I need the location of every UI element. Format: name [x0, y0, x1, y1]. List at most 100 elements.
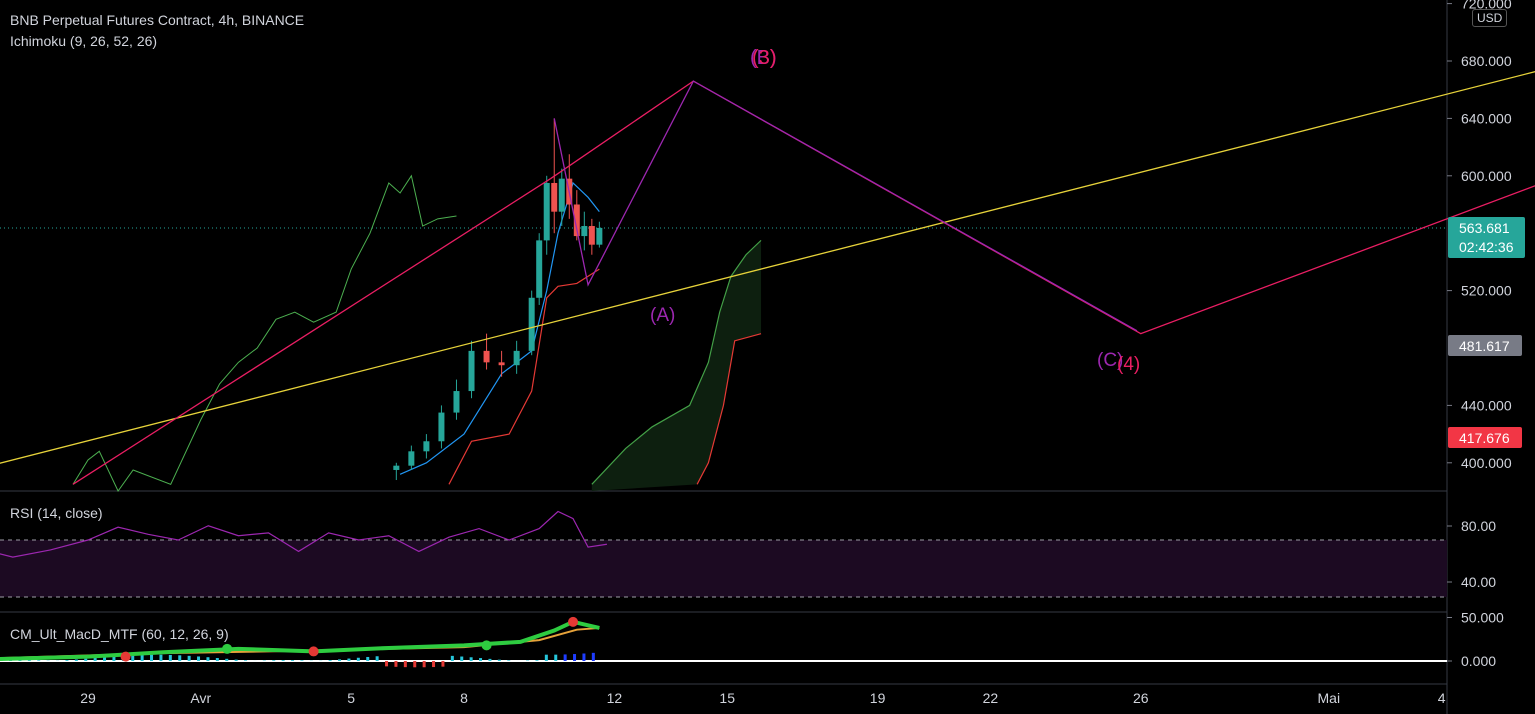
macd-histogram-bar: [460, 656, 464, 661]
candle-body: [513, 350, 520, 366]
macd-histogram-bar: [535, 660, 539, 661]
macd-histogram-bar: [347, 658, 351, 661]
rsi-tick-label: 40.00: [1461, 574, 1496, 590]
time-tick-label: 26: [1133, 690, 1149, 706]
time-tick-label: 4: [1438, 690, 1446, 706]
macd-histogram-bar: [65, 660, 69, 661]
time-tick-label: 29: [80, 690, 96, 706]
macd-histogram-bar: [112, 656, 116, 661]
candle: [393, 462, 400, 481]
macd-histogram-bar: [197, 656, 201, 661]
macd-histogram-bar: [375, 656, 379, 661]
macd-histogram-bar: [300, 660, 304, 661]
candle-body: [453, 391, 460, 413]
macd-histogram-bar: [403, 661, 407, 668]
macd-histogram-bar: [84, 658, 88, 661]
macd-legend[interactable]: CM_Ult_MacD_MTF (60, 12, 26, 9): [10, 626, 229, 642]
rsi-axis[interactable]: 80.00 40.00: [1447, 518, 1496, 590]
macd-histogram-bar: [281, 660, 285, 661]
candle: [543, 175, 550, 255]
candle-body: [558, 178, 565, 212]
macd-axis[interactable]: 50.000 0.000: [1447, 610, 1504, 670]
price-axis[interactable]: 720.000 680.000 640.000 600.000 520.000 440.0…: [1447, 0, 1512, 471]
ichimoku-lines: [72, 174, 600, 492]
candle-body: [596, 227, 603, 245]
macd-cross-dot: [222, 643, 233, 654]
tenkan-line: [399, 181, 600, 475]
candle: [453, 379, 460, 420]
price-tick-label: 440.000: [1461, 397, 1512, 413]
rsi-legend[interactable]: RSI (14, close): [10, 505, 103, 521]
candle-body: [581, 226, 588, 237]
macd-histogram-bar: [27, 660, 31, 661]
candle-body: [498, 362, 505, 366]
red-projection-line: [550, 80, 1535, 335]
rsi-line: [0, 510, 607, 558]
red-rising-line: [72, 178, 551, 485]
macd-histogram-bar: [366, 656, 370, 661]
macd-cross-dot: [481, 640, 492, 651]
macd-histogram-bar: [168, 654, 172, 661]
wave-label-3: (3): [752, 47, 776, 69]
macd-histogram-bar: [507, 660, 511, 661]
time-axis[interactable]: 29 Avr 5 8 12 15 19 22 26 Mai 4: [80, 690, 1445, 706]
macd-cross-dot: [120, 651, 131, 662]
rsi-path: [0, 510, 607, 558]
macd-histogram-bar: [215, 658, 219, 661]
cloud-fill: [591, 240, 762, 491]
wave-label-c: (C): [1097, 350, 1123, 371]
chikou-line: [72, 174, 457, 492]
macd-histogram-bar: [488, 658, 492, 661]
senkou-a-line: [591, 239, 762, 485]
chart-title: BNB Perpetual Futures Contract, 4h, BINA…: [10, 12, 305, 28]
macd-histogram-bar: [338, 659, 342, 661]
candle-body: [408, 451, 415, 466]
grey-price-marker: 481.617: [1448, 335, 1522, 356]
macd-histogram-bar: [497, 659, 501, 661]
macd-histogram-bar: [74, 659, 78, 661]
purple-projection-line: [553, 80, 1138, 332]
rsi-band: [0, 540, 1447, 597]
candle-body: [543, 182, 550, 241]
macd-histogram-bar: [272, 660, 276, 661]
ichimoku-legend[interactable]: Ichimoku (9, 26, 52, 26): [10, 33, 158, 49]
macd-cross-dot: [308, 646, 319, 657]
senkou-b-line: [696, 333, 762, 485]
time-tick-label: 19: [870, 690, 886, 706]
macd-histogram-bar: [432, 661, 436, 668]
time-tick-label: Avr: [190, 690, 211, 706]
red-price-marker: 417.676: [1448, 427, 1522, 448]
macd-histogram-bar: [591, 652, 595, 661]
time-tick-label: 15: [719, 690, 735, 706]
macd-histogram-bar: [103, 657, 107, 661]
candle-body: [588, 226, 595, 245]
price-tick-label: 640.000: [1461, 110, 1512, 126]
macd-histogram-bar: [554, 654, 558, 661]
last-price-marker: 563.681 02:42:36: [1448, 217, 1525, 258]
price-tick-label: 600.000: [1461, 168, 1512, 184]
macd-tick-label: 0.000: [1461, 653, 1496, 669]
wave-label-a: (A): [650, 305, 675, 326]
currency-button[interactable]: USD: [1472, 9, 1508, 27]
macd-histogram-bar: [291, 660, 295, 661]
red-price-label: 417.676: [1459, 430, 1510, 446]
macd-histogram-bar: [563, 654, 567, 661]
wave-label-b: (B): [750, 47, 777, 69]
macd-histogram-bar: [140, 654, 144, 661]
macd-histogram-bar: [385, 661, 389, 667]
candle-body: [438, 412, 445, 442]
macd-histogram-bar: [159, 654, 163, 661]
price-tick-label: 520.000: [1461, 283, 1512, 299]
candle: [423, 434, 430, 459]
macd-histogram-bar: [37, 660, 41, 661]
time-tick-label: Mai: [1318, 690, 1341, 706]
candle-body: [573, 204, 580, 237]
grey-price-label: 481.617: [1459, 338, 1510, 354]
macd-histogram-bar: [234, 659, 238, 661]
candle: [596, 221, 603, 248]
price-tick-label: 680.000: [1461, 53, 1512, 69]
macd-histogram-bar: [544, 654, 548, 661]
macd-histogram-bar: [150, 654, 154, 661]
candle-body: [483, 350, 490, 363]
